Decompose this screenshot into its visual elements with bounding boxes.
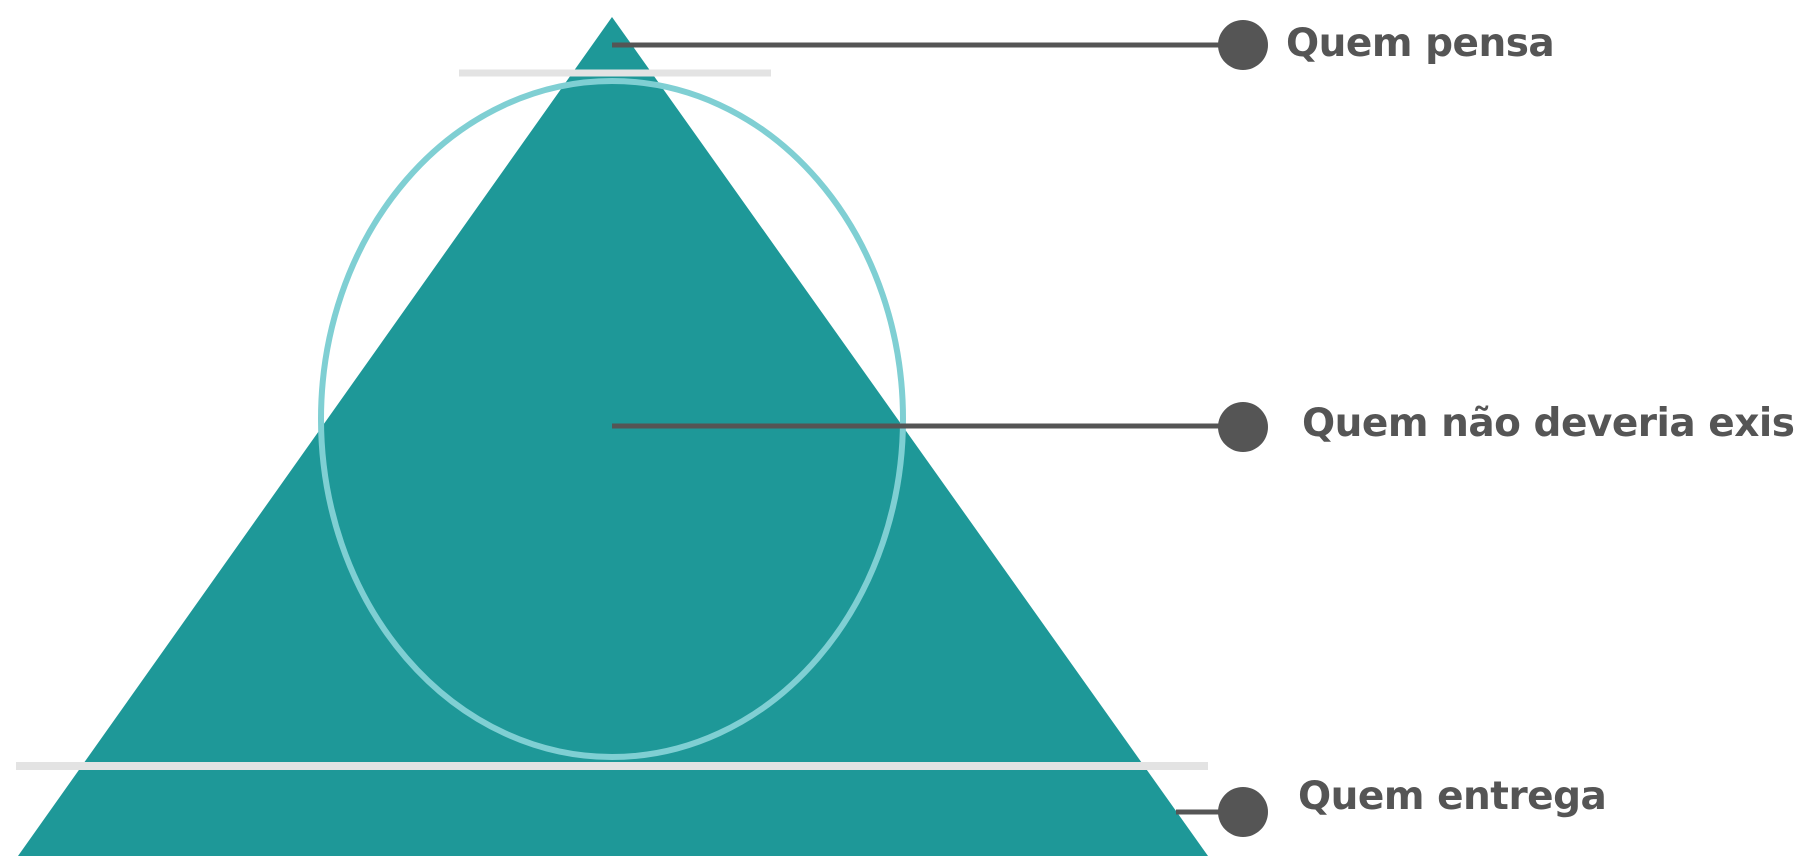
label-quem-entrega: Quem entrega bbox=[1298, 774, 1607, 819]
connector-dot-middle bbox=[1218, 402, 1268, 452]
label-quem-pensa: Quem pensa bbox=[1286, 21, 1555, 66]
connector-dot-bottom bbox=[1218, 787, 1268, 837]
pyramid-triangle bbox=[18, 17, 1208, 856]
connector-dot-top bbox=[1218, 20, 1268, 70]
middle-highlight-ellipse bbox=[318, 78, 906, 760]
label-quem-nao-deveria-existir: Quem não deveria existir bbox=[1302, 401, 1794, 446]
